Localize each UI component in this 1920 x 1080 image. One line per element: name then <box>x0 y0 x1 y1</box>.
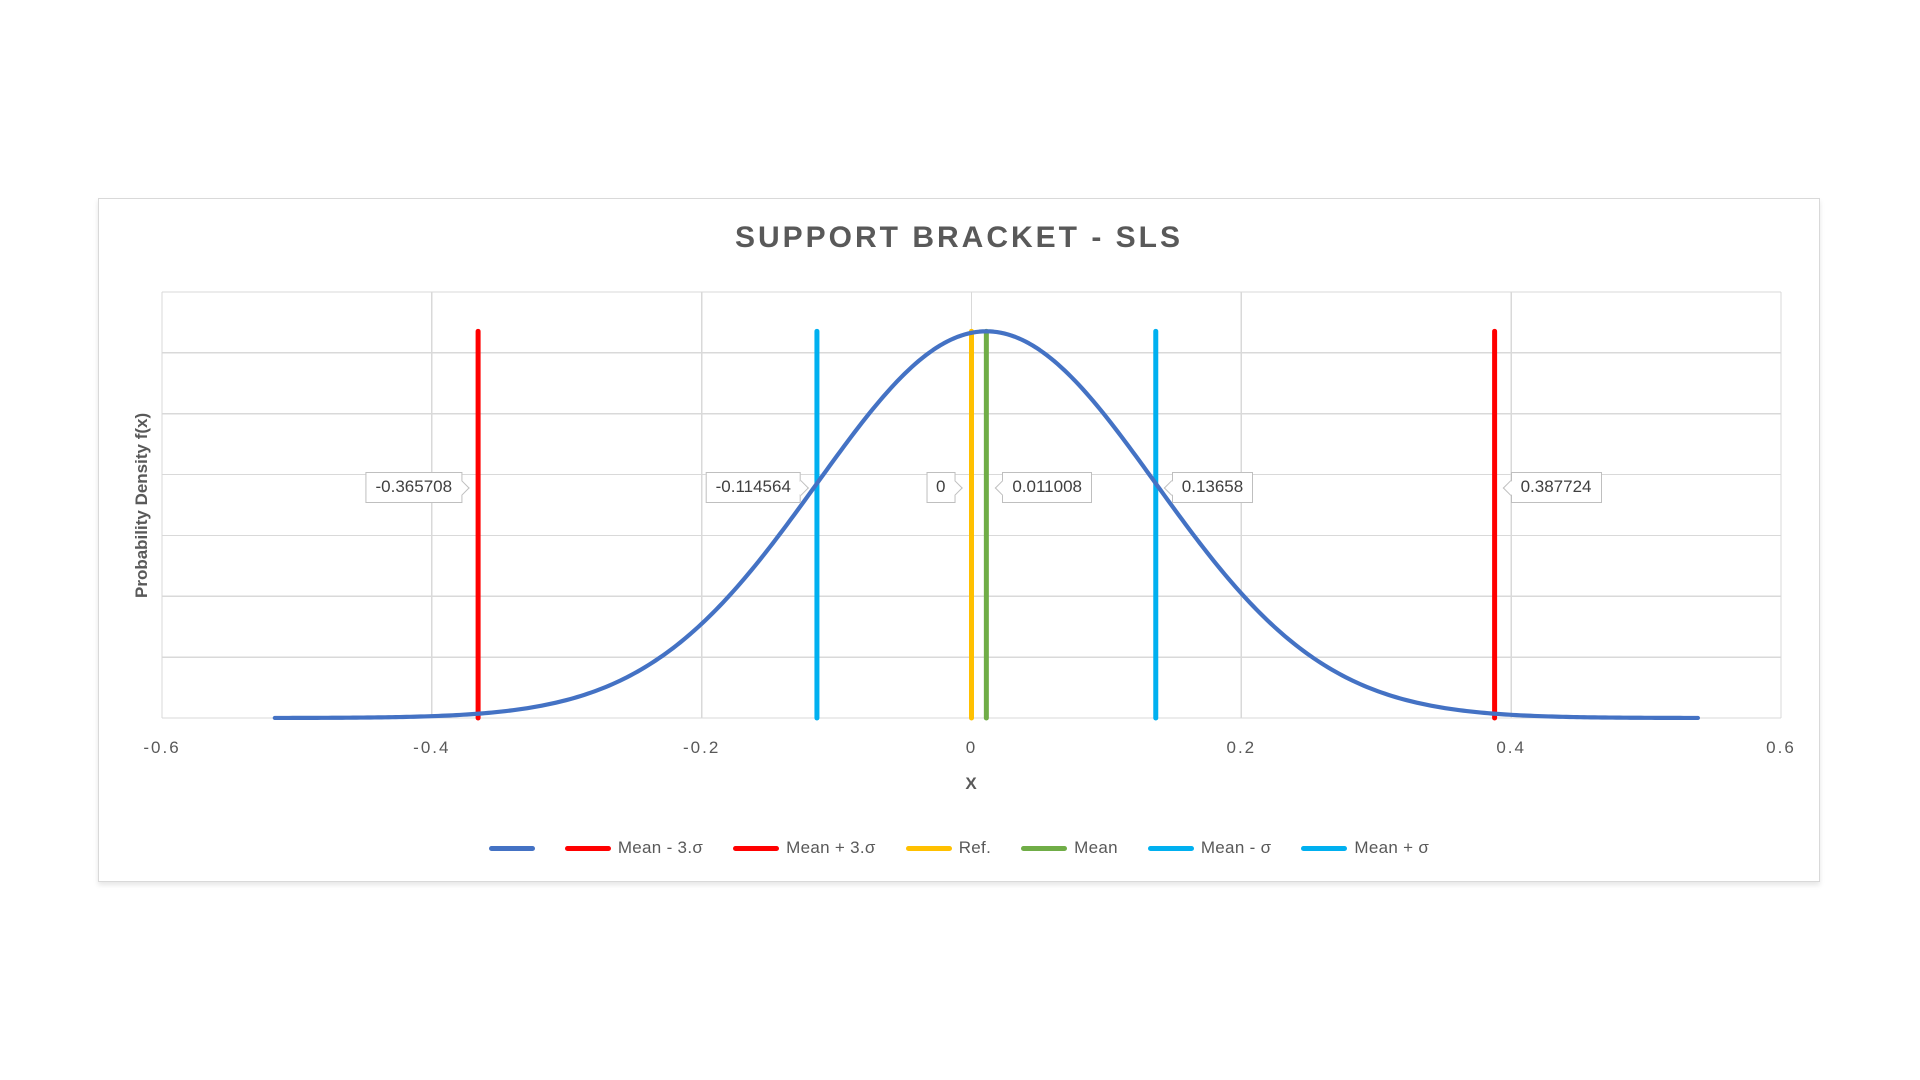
legend-marker-mean-minus-3sigma <box>564 845 611 851</box>
legend-marker-mean-plus-3sigma <box>733 845 780 851</box>
x-tick-label--0.6: -0.6 <box>143 738 181 757</box>
legend-marker-mean-minus-sigma <box>1147 845 1194 851</box>
legend-label-mean-minus-sigma: Mean - σ <box>1200 838 1272 857</box>
legend-item-mean-plus-sigma: Mean + σ <box>1301 838 1429 858</box>
x-tick-label-0.6: 0.6 <box>1766 738 1796 757</box>
legend-marker-mean <box>1021 845 1068 851</box>
legend-item-mean-minus-3sigma: Mean - 3.σ <box>564 838 704 858</box>
data-label-mean: 0.011008 <box>1002 472 1092 503</box>
data-label-mean-minus-sigma: -0.114564 <box>705 472 801 503</box>
x-tick-label-0.4: 0.4 <box>1496 738 1526 757</box>
data-label-mean-minus-3sigma: -0.365708 <box>365 472 463 503</box>
x-tick-label-0.2: 0.2 <box>1226 738 1257 757</box>
legend-item-mean-minus-sigma: Mean - σ <box>1147 838 1272 858</box>
x-tick-label--0.4: -0.4 <box>413 738 451 757</box>
x-tick-label--0.2: -0.2 <box>683 738 721 757</box>
legend-label-ref: Ref. <box>958 838 992 857</box>
legend-marker-mean-plus-sigma <box>1301 845 1348 851</box>
x-axis-title: X <box>965 774 978 793</box>
data-label-mean-plus-sigma: 0.13658 <box>1171 472 1254 503</box>
legend-marker-curve <box>488 845 535 851</box>
plot-area: -0.365708 0.387724 0 0.011008 -0.114564 0.136… <box>161 291 1782 721</box>
data-label-callouts: -0.365708 0.387724 0 0.011008 -0.114564 0.136… <box>162 292 1781 718</box>
data-label-ref: 0 <box>926 472 956 503</box>
legend-item-curve <box>488 845 535 851</box>
data-label-mean-plus-3sigma: 0.387724 <box>1510 472 1602 503</box>
legend-marker-ref <box>905 845 952 851</box>
x-tick-label-0: 0 <box>965 738 978 757</box>
legend-label-mean: Mean <box>1074 838 1118 857</box>
legend: Mean - 3.σ Mean + 3.σ Ref. Mean Mean - σ Mean… <box>99 835 1819 861</box>
legend-label-mean-plus-3sigma: Mean + 3.σ <box>786 838 876 857</box>
legend-item-ref: Ref. <box>905 838 992 858</box>
legend-label-mean-minus-3sigma: Mean - 3.σ <box>617 838 704 857</box>
plot-canvas <box>161 291 1782 721</box>
pdf-curve-line <box>272 329 1701 721</box>
chart-title: SUPPORT BRACKET - SLS <box>734 221 1184 254</box>
legend-label-mean-plus-sigma: Mean + σ <box>1354 838 1430 857</box>
legend-item-mean: Mean <box>1021 838 1118 858</box>
chart-support-bracket-sls: SUPPORT BRACKET - SLS Probability Densit… <box>98 198 1820 882</box>
legend-item-mean-plus-3sigma: Mean + 3.σ <box>733 838 876 858</box>
x-axis-tick-labels: -0.6 -0.4 -0.2 0 0.2 0.4 0.6 <box>143 738 1793 762</box>
y-axis-title: Probability Density f(x) <box>132 412 151 598</box>
